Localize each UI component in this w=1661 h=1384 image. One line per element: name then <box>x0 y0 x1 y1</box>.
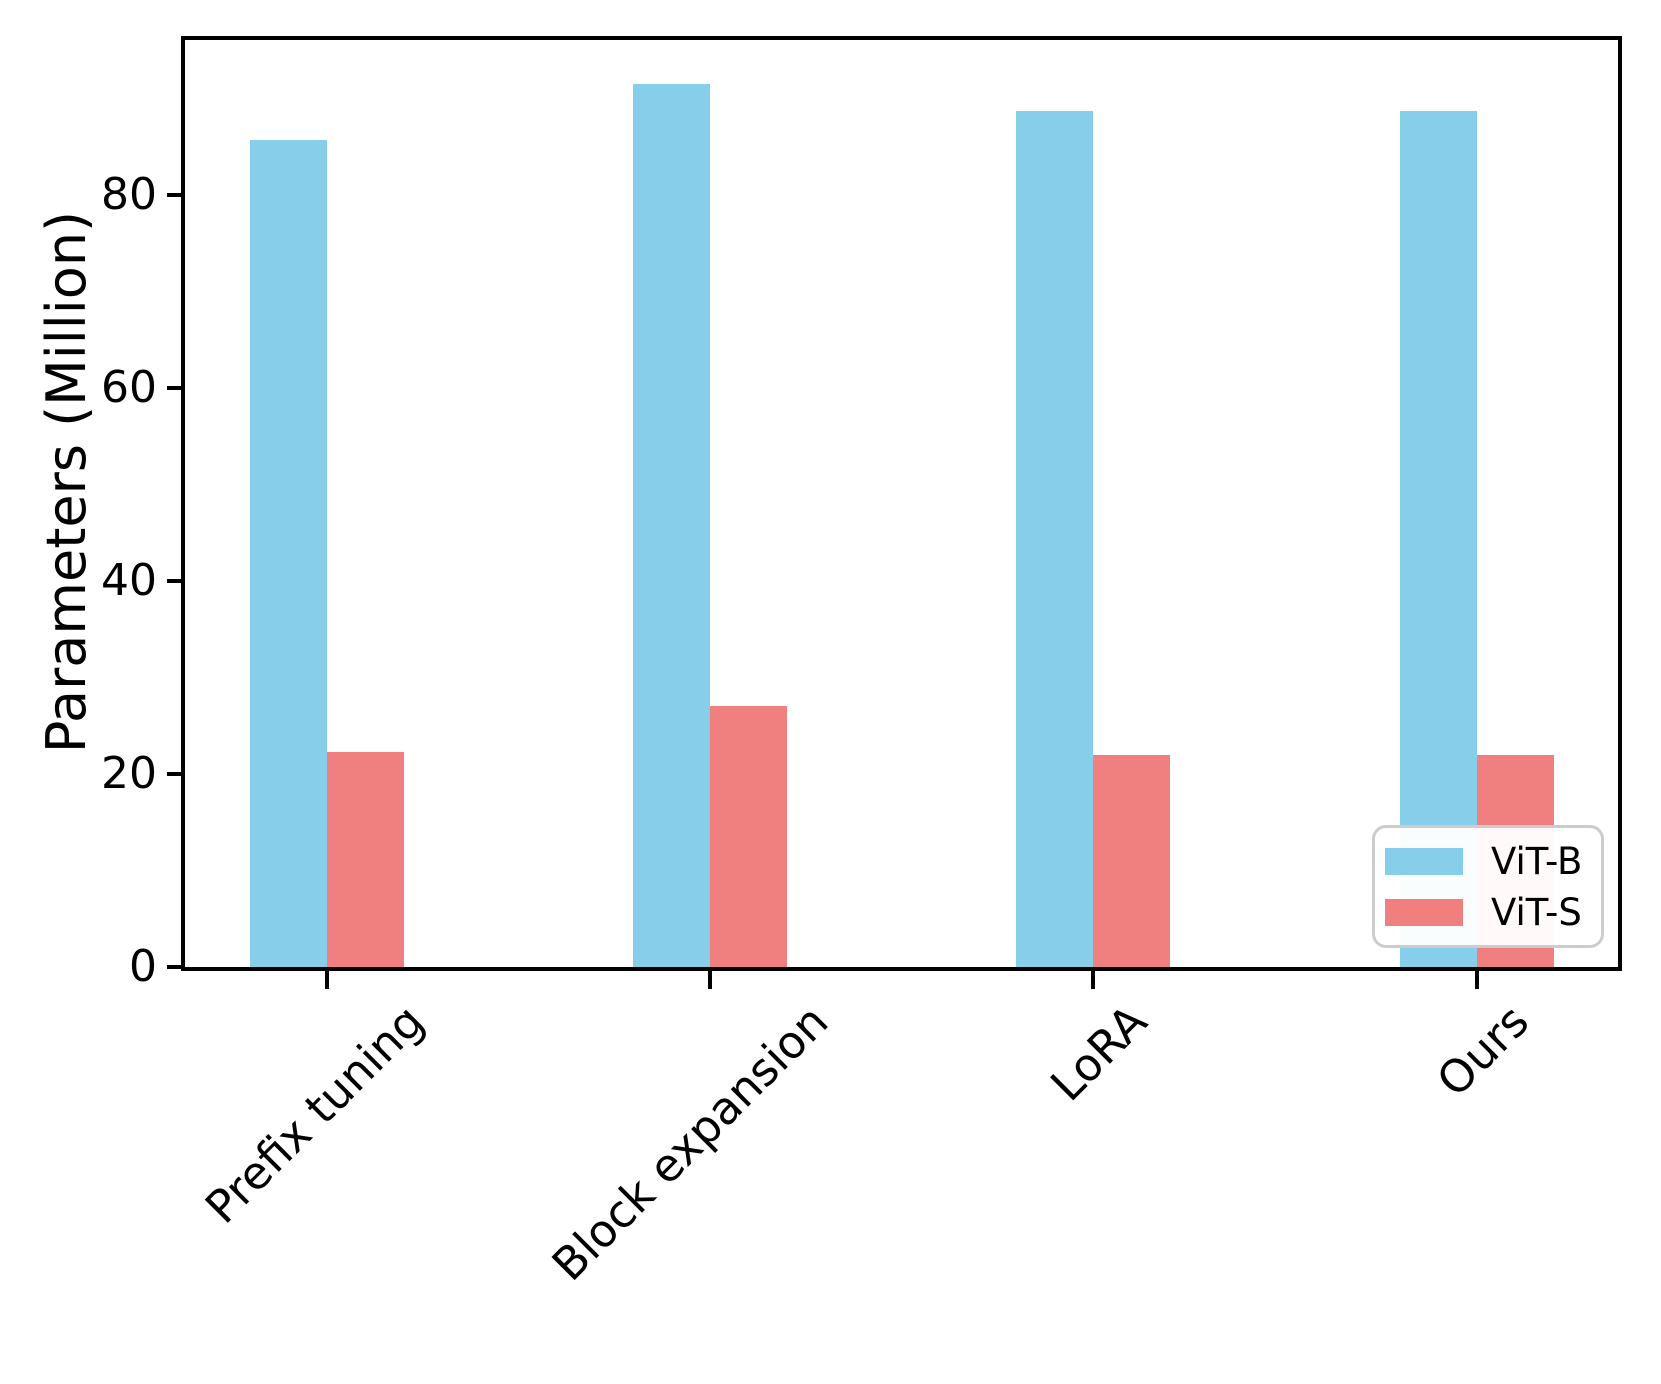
legend-item: ViT-B <box>1385 843 1601 880</box>
x-tick-mark <box>325 971 329 989</box>
bar-vit-s-prefix-tuning <box>327 751 404 967</box>
y-tick-label: 40 <box>101 554 157 606</box>
y-tick-label: 0 <box>129 941 157 992</box>
legend-label: ViT-S <box>1491 890 1582 934</box>
y-tick-mark <box>167 771 185 776</box>
bar-vit-b-prefix-tuning <box>250 139 327 967</box>
x-tick-mark <box>708 971 713 989</box>
bar-vit-b-ours <box>1399 110 1477 967</box>
bar-vit-s-lora <box>1093 754 1171 967</box>
x-tick-label-prefix-tuning: Prefix tuning <box>195 994 435 1234</box>
bar-vit-b-block-expansion <box>633 84 711 967</box>
y-tick-mark <box>167 965 185 969</box>
bar-vit-s-block-expansion <box>710 706 788 967</box>
legend-label: ViT-B <box>1491 839 1583 883</box>
x-tick-label-block-expansion: Block expansion <box>541 994 838 1292</box>
y-tick-label: 80 <box>101 168 157 220</box>
y-tick-mark <box>167 578 185 583</box>
y-tick-label: 60 <box>101 361 157 413</box>
y-axis-label: Parameters (Million) <box>35 210 98 754</box>
legend-swatch-vit-s <box>1385 898 1463 926</box>
y-tick-mark <box>167 192 185 197</box>
x-tick-label-ours: Ours <box>1426 994 1540 1107</box>
legend-swatch-vit-b <box>1385 847 1463 875</box>
y-tick-mark <box>167 385 185 390</box>
legend-item: ViT-S <box>1385 894 1601 931</box>
x-tick-label-lora: LoRA <box>1040 994 1158 1112</box>
x-tick-mark <box>1091 971 1096 989</box>
bar-vit-b-lora <box>1016 110 1094 967</box>
legend: ViT-B ViT-S <box>1372 825 1604 948</box>
x-tick-mark <box>1474 971 1479 989</box>
y-tick-label: 20 <box>101 747 157 799</box>
